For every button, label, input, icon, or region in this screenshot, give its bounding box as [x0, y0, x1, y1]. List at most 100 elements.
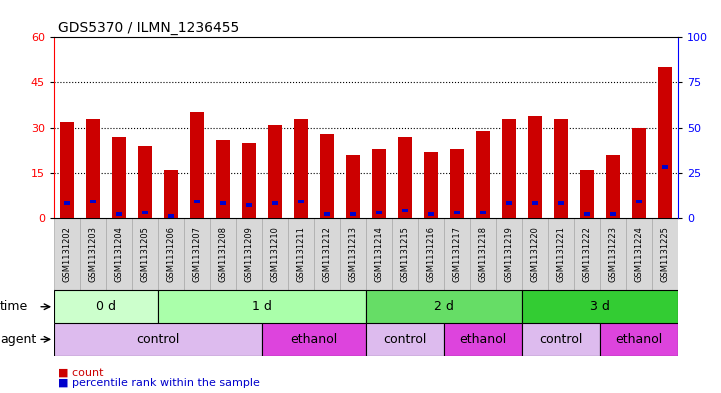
Text: GDS5370 / ILMN_1236455: GDS5370 / ILMN_1236455 [58, 21, 239, 35]
Bar [635, 200, 642, 203]
Bar [288, 218, 314, 290]
Bar [574, 218, 600, 290]
Text: control: control [539, 333, 583, 346]
Text: ethanol: ethanol [291, 333, 337, 346]
Bar [502, 119, 516, 218]
Bar [496, 218, 522, 290]
Bar [272, 202, 278, 205]
Bar [320, 134, 334, 218]
Bar [246, 203, 252, 207]
Text: GSM1131220: GSM1131220 [531, 226, 539, 282]
Bar [444, 323, 522, 356]
Text: 3 d: 3 d [590, 300, 610, 313]
Bar [236, 218, 262, 290]
Bar [132, 218, 158, 290]
Bar [142, 211, 149, 214]
Text: GSM1131207: GSM1131207 [193, 226, 201, 282]
Text: GSM1131202: GSM1131202 [63, 226, 71, 282]
Text: agent: agent [0, 333, 36, 346]
Text: GSM1131223: GSM1131223 [609, 226, 617, 282]
Bar [557, 202, 564, 205]
Bar [528, 116, 542, 218]
Text: GSM1131224: GSM1131224 [634, 226, 643, 282]
Text: GSM1131205: GSM1131205 [141, 226, 149, 282]
Bar [428, 212, 434, 216]
Bar [626, 218, 652, 290]
Bar [190, 112, 204, 218]
Bar [424, 152, 438, 218]
Bar [450, 149, 464, 218]
Bar [554, 119, 568, 218]
Bar [392, 218, 418, 290]
Text: GSM1131209: GSM1131209 [244, 226, 254, 282]
Bar [606, 154, 620, 218]
Bar [662, 165, 668, 169]
Bar [340, 218, 366, 290]
Bar [350, 212, 356, 216]
Text: 2 d: 2 d [434, 300, 454, 313]
Bar [444, 218, 470, 290]
Bar [262, 218, 288, 290]
Bar [522, 290, 678, 323]
Bar [376, 211, 382, 214]
Bar [476, 130, 490, 218]
Bar [600, 218, 626, 290]
Text: GSM1131219: GSM1131219 [504, 226, 513, 282]
Text: ■ count: ■ count [58, 367, 103, 377]
Bar [86, 119, 100, 218]
Bar [54, 290, 158, 323]
Text: GSM1131216: GSM1131216 [426, 226, 435, 282]
Bar [418, 218, 444, 290]
Text: control: control [136, 333, 180, 346]
Text: time: time [0, 300, 28, 313]
Bar [652, 218, 678, 290]
Bar [522, 218, 548, 290]
Bar [324, 212, 330, 216]
Bar [580, 170, 594, 218]
Bar [522, 323, 600, 356]
Bar [138, 145, 152, 218]
Bar [479, 211, 486, 214]
Bar [106, 218, 132, 290]
Bar [583, 212, 590, 216]
Text: 0 d: 0 d [96, 300, 116, 313]
Bar [658, 67, 672, 218]
Bar [158, 218, 184, 290]
Bar [293, 119, 308, 218]
Bar [90, 200, 97, 203]
Text: GSM1131208: GSM1131208 [218, 226, 228, 282]
Bar [366, 290, 522, 323]
Text: GSM1131210: GSM1131210 [270, 226, 280, 282]
Bar [54, 323, 262, 356]
Bar [632, 127, 646, 218]
Bar [470, 218, 496, 290]
Bar [80, 218, 106, 290]
Bar [267, 125, 282, 218]
Bar [548, 218, 574, 290]
Text: GSM1131206: GSM1131206 [167, 226, 175, 282]
Bar [216, 140, 230, 218]
Bar [398, 136, 412, 218]
Text: GSM1131217: GSM1131217 [452, 226, 461, 282]
Text: GSM1131211: GSM1131211 [296, 226, 306, 282]
Text: ethanol: ethanol [615, 333, 663, 346]
Text: GSM1131203: GSM1131203 [89, 226, 97, 282]
Bar [454, 211, 460, 214]
Text: GSM1131221: GSM1131221 [557, 226, 565, 282]
Bar [609, 212, 616, 216]
Bar [60, 121, 74, 218]
Bar [346, 154, 360, 218]
Bar [262, 323, 366, 356]
Bar [184, 218, 210, 290]
Bar [242, 143, 256, 218]
Bar [164, 170, 178, 218]
Bar [402, 209, 408, 212]
Bar [64, 202, 70, 205]
Bar [194, 200, 200, 203]
Bar [54, 218, 80, 290]
Text: ethanol: ethanol [459, 333, 506, 346]
Text: GSM1131204: GSM1131204 [115, 226, 123, 282]
Text: 1 d: 1 d [252, 300, 272, 313]
Bar [366, 323, 444, 356]
Bar [298, 200, 304, 203]
